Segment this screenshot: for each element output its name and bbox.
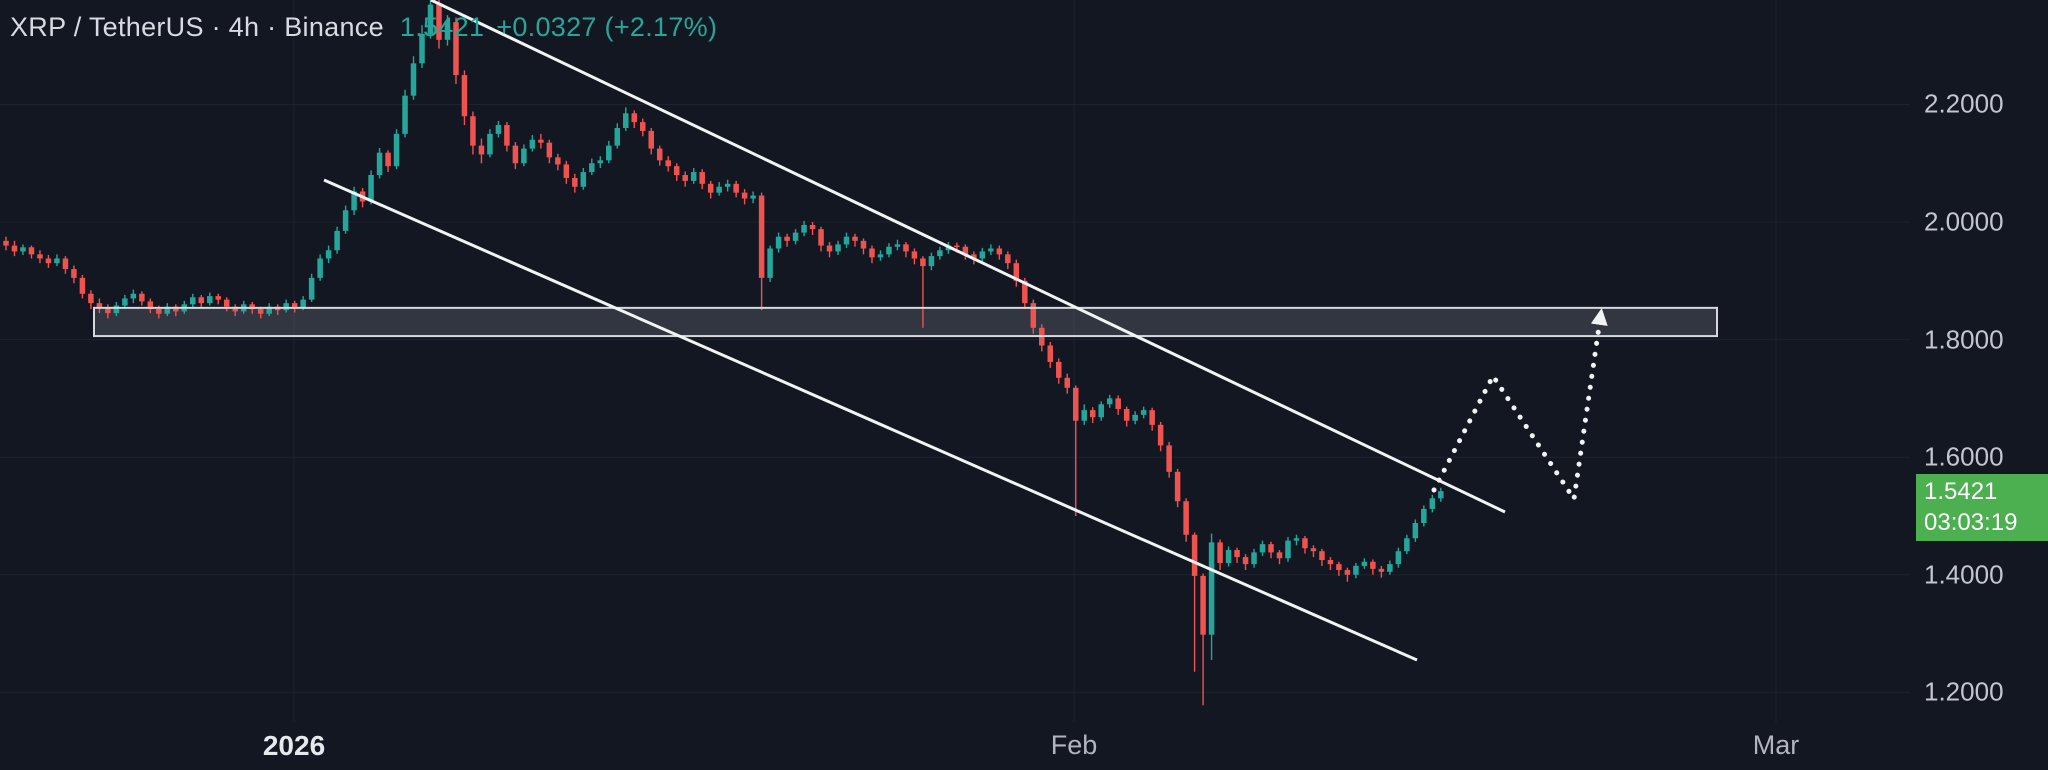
projection-arrow[interactable] [1431,307,1608,506]
time-scale[interactable]: 2026 Feb Mar [0,726,1910,770]
time-tick-label: Mar [1752,730,1800,760]
price-tick-label: 2.2000 [1924,88,2004,119]
time-tick-label: Feb [1050,730,1098,760]
current-price-value: 1.5421 [1924,478,1998,506]
trendline-lower[interactable] [323,178,1418,662]
price-tick-label: 1.4000 [1924,559,2004,590]
price-tick-label: 1.8000 [1924,324,2004,355]
price-scale[interactable]: 2.2000 2.0000 1.8000 1.6000 1.4000 1.2000 [1916,0,2048,770]
legend-last-price: 1.5421 [399,12,485,42]
current-price-badge: 1.5421 03:03:19 [1916,474,2048,542]
chart-legend: XRP / TetherUS · 4h · Binance 1.5421 +0.03… [10,12,717,43]
legend-change: +0.0327 (+2.17%) [496,12,718,42]
symbol-title[interactable]: XRP / TetherUS · 4h · Binance [10,12,384,42]
candles-layer [3,0,1444,706]
trendline-upper[interactable] [430,0,1506,514]
resistance-zone[interactable] [93,306,1718,338]
bar-countdown: 03:03:19 [1924,509,2018,537]
resistance-zone-fill [94,307,1717,337]
grid-layer [0,0,1910,722]
price-tick-label: 1.2000 [1924,676,2004,707]
price-tick-label: 1.6000 [1924,441,2004,472]
price-tick-label: 2.0000 [1924,206,2004,237]
time-tick-label: 2026 [262,730,326,761]
